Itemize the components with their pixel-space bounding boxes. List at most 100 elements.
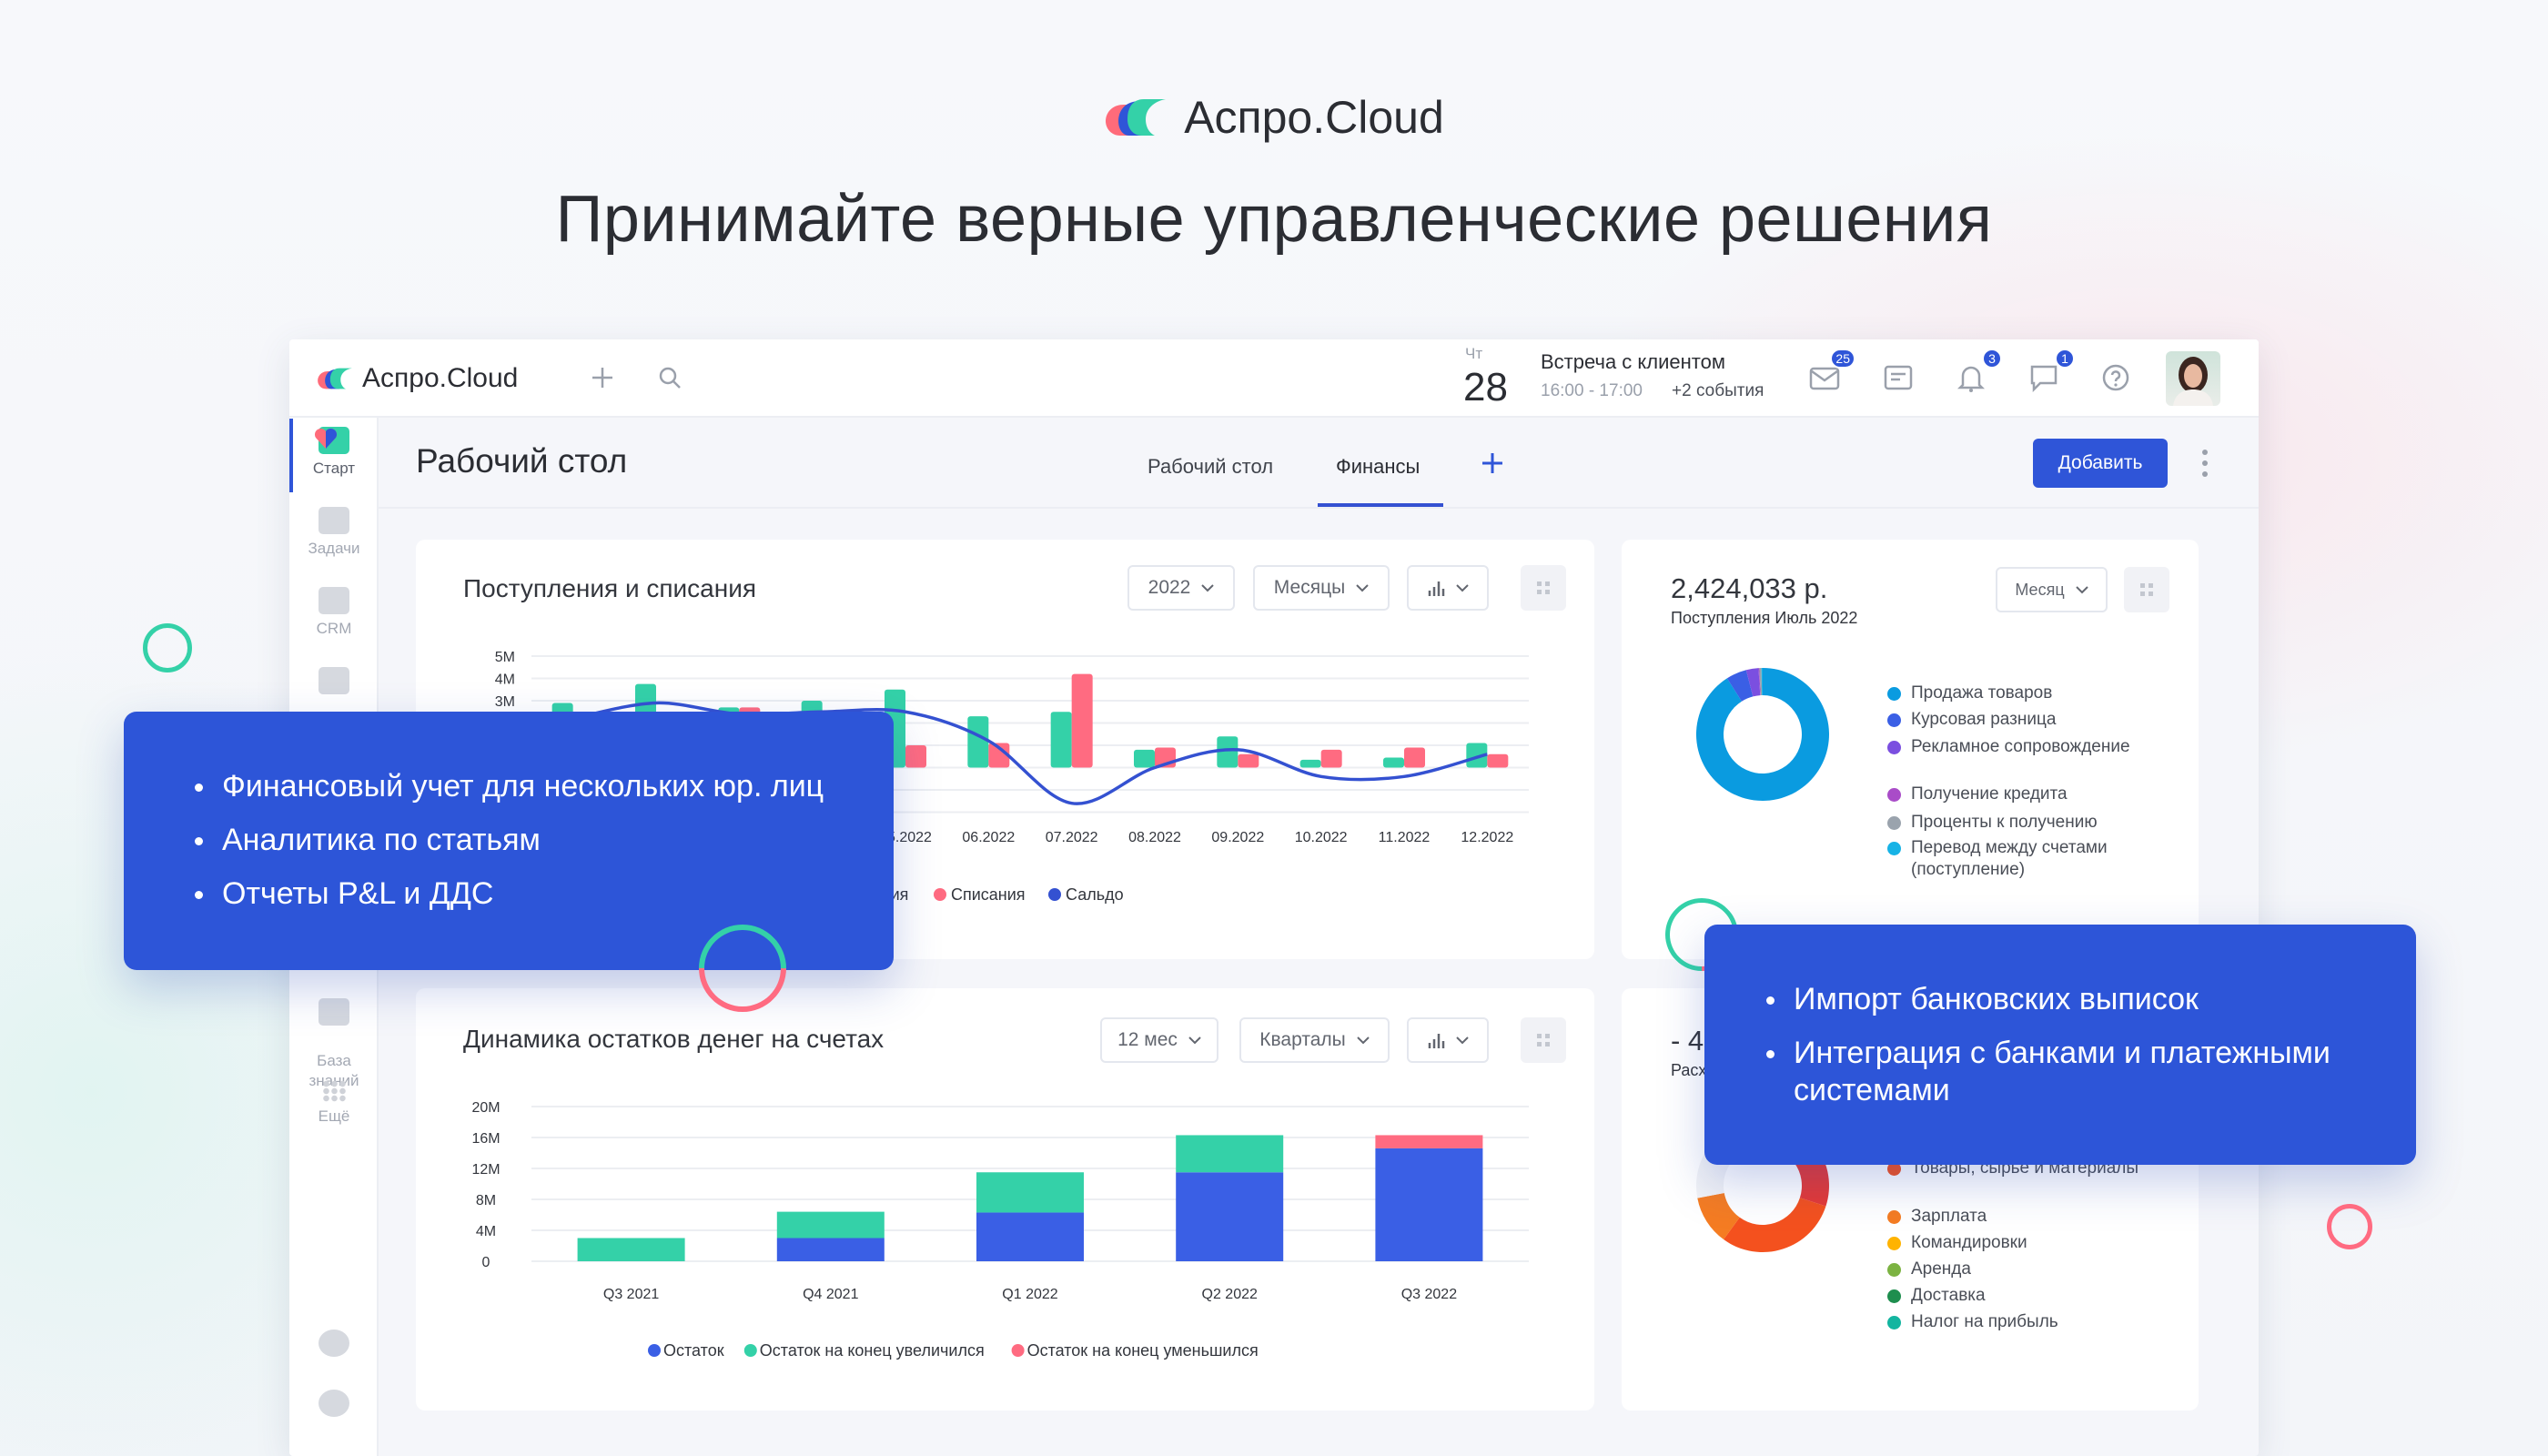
- legend-label: Остаток: [663, 1341, 724, 1360]
- event-more-link[interactable]: +2 события: [1672, 381, 1764, 400]
- bar-expense: [1238, 753, 1259, 768]
- notes-button[interactable]: [1878, 358, 1918, 398]
- stacked-bar-segment: [776, 1211, 885, 1239]
- legend-item[interactable]: Проценты к получению: [1887, 812, 2157, 834]
- notifications-button[interactable]: 3: [1951, 349, 2002, 398]
- donut-slice: [1758, 668, 1761, 696]
- create-button[interactable]: [582, 358, 622, 398]
- event-title[interactable]: Встреча с клиентом: [1541, 350, 1725, 373]
- legend-label: Сальдо: [1066, 885, 1124, 904]
- stacked-bar-segment: [1375, 1148, 1483, 1261]
- drag-handle-button[interactable]: [2124, 567, 2169, 612]
- income-period-dropdown[interactable]: Месяц: [1996, 567, 2108, 612]
- mail-icon: [1809, 367, 1840, 390]
- legend-dot: [1887, 741, 1901, 754]
- stacked-bar-segment: [776, 1238, 885, 1261]
- chart-type-dropdown[interactable]: [1407, 565, 1489, 611]
- chevron-down-icon: [1188, 1036, 1201, 1044]
- drag-grid-icon: [1537, 1034, 1550, 1046]
- tab-active-underline: [1318, 503, 1443, 507]
- legend-dot: [1011, 1344, 1025, 1357]
- drag-handle-button[interactable]: [1521, 1017, 1566, 1063]
- help-icon: [2102, 364, 2129, 391]
- legend-dot: [1887, 713, 1901, 727]
- aspro-logo-icon: [1106, 99, 1167, 136]
- period-dropdown[interactable]: Месяцы: [1253, 565, 1390, 611]
- y-tick-label: 20M: [471, 1100, 500, 1116]
- card-title: Поступления и списания: [463, 574, 757, 602]
- donut-slice: [1759, 668, 1763, 696]
- app-logo-text: Аспро.Cloud: [362, 363, 519, 393]
- sidebar-item-knowledge-base[interactable]: База знаний: [289, 978, 379, 1091]
- legend-item[interactable]: Курсовая разница: [1887, 709, 2157, 731]
- donut-slice: [1696, 668, 1829, 801]
- donut-slice: [1697, 1193, 1740, 1240]
- sidebar-item-tasks[interactable]: Задачи: [289, 507, 379, 558]
- sidebar-item-more[interactable]: Ещё: [289, 1080, 379, 1126]
- legend-item[interactable]: Доставка: [1887, 1285, 2157, 1307]
- integrations-icon: [318, 1330, 349, 1357]
- legend-dot: [1887, 1316, 1901, 1330]
- help-button[interactable]: [2096, 358, 2136, 398]
- legend-item[interactable]: Командировки: [1887, 1232, 2157, 1254]
- stacked-bar-segment: [1176, 1135, 1284, 1173]
- search-icon: [659, 367, 681, 389]
- stacked-bar-segment: [976, 1212, 1084, 1261]
- x-tick-label: Q3 2021: [603, 1287, 659, 1302]
- stacked-bar-segment: [577, 1238, 685, 1261]
- legend-label: Перевод между счетами (поступление): [1911, 838, 2108, 879]
- tab-desktop[interactable]: Рабочий стол: [1148, 455, 1274, 478]
- drag-handle-button[interactable]: [1521, 565, 1566, 611]
- sidebar-item-settings[interactable]: [289, 1390, 379, 1422]
- period-value: Месяц: [2015, 580, 2065, 599]
- y-tick-label: 4M: [495, 672, 515, 688]
- legend-dot: [1887, 816, 1901, 830]
- legend-dot: [743, 1344, 757, 1357]
- card-balances: Динамика остатков денег на счетах 12 мес…: [416, 988, 1594, 1410]
- legend-item[interactable]: Перевод между счетами (поступление): [1887, 837, 2157, 881]
- period-dropdown[interactable]: Кварталы: [1239, 1017, 1390, 1063]
- callout-item: Аналитика по статьям: [195, 822, 894, 859]
- range-dropdown[interactable]: 12 мес: [1100, 1017, 1218, 1063]
- legend-item[interactable]: Продажа товаров: [1887, 682, 2157, 704]
- more-menu-button[interactable]: [2199, 447, 2211, 484]
- legend-label: Рекламное сопровождение: [1911, 737, 2130, 756]
- app-logo[interactable]: Аспро.Cloud: [317, 363, 518, 394]
- add-button[interactable]: Добавить: [2033, 439, 2168, 488]
- legend-dot: [1887, 1162, 1901, 1176]
- x-tick-label: 09.2022: [1211, 830, 1264, 845]
- year-dropdown[interactable]: 2022: [1127, 565, 1235, 611]
- search-button[interactable]: [650, 358, 690, 398]
- y-tick-label: 12M: [471, 1162, 500, 1178]
- sidebar-active-indicator: [289, 419, 293, 492]
- chart-type-dropdown[interactable]: [1407, 1017, 1489, 1063]
- bar-income: [1466, 743, 1488, 768]
- x-tick-label: Q1 2022: [1002, 1287, 1057, 1302]
- legend-item[interactable]: Аренда: [1887, 1259, 2157, 1280]
- tab-finance[interactable]: Финансы: [1336, 455, 1421, 478]
- chevron-down-icon: [1456, 583, 1469, 592]
- sidebar-item-crm[interactable]: CRM: [289, 587, 379, 638]
- kebab-icon: [2202, 450, 2208, 477]
- chat-button[interactable]: 1: [2024, 349, 2075, 398]
- settings-icon: [318, 1390, 349, 1417]
- bar-chart-icon: [1428, 1034, 1445, 1048]
- add-tab-button[interactable]: [1480, 450, 1505, 480]
- legend-dot: [1887, 842, 1901, 855]
- legend-item[interactable]: Зарплата: [1887, 1206, 2157, 1228]
- decor-ring-pink: [2327, 1204, 2372, 1249]
- mail-button[interactable]: 25: [1805, 349, 1855, 398]
- callout-item: Отчеты P&L и ДДС: [195, 875, 894, 913]
- app-header: Аспро.Cloud Чт 28 Встреча с клиентом 16:…: [289, 339, 2259, 418]
- sidebar-item-projects[interactable]: [289, 667, 379, 700]
- bar-expense: [1404, 747, 1425, 768]
- calendar-weekday: Чт: [1465, 345, 1483, 362]
- callout-features-right: Импорт банковских выписок Интеграция с б…: [1704, 925, 2416, 1165]
- knowledge-base-icon: [318, 998, 349, 1026]
- user-avatar[interactable]: [2166, 351, 2220, 406]
- legend-item[interactable]: Получение кредита: [1887, 784, 2157, 805]
- sidebar-item-integrations[interactable]: [289, 1330, 379, 1362]
- legend-item[interactable]: Рекламное сопровождение: [1887, 736, 2157, 758]
- sidebar-item-start[interactable]: Старт: [289, 427, 379, 478]
- legend-item[interactable]: Налог на прибыль: [1887, 1311, 2157, 1333]
